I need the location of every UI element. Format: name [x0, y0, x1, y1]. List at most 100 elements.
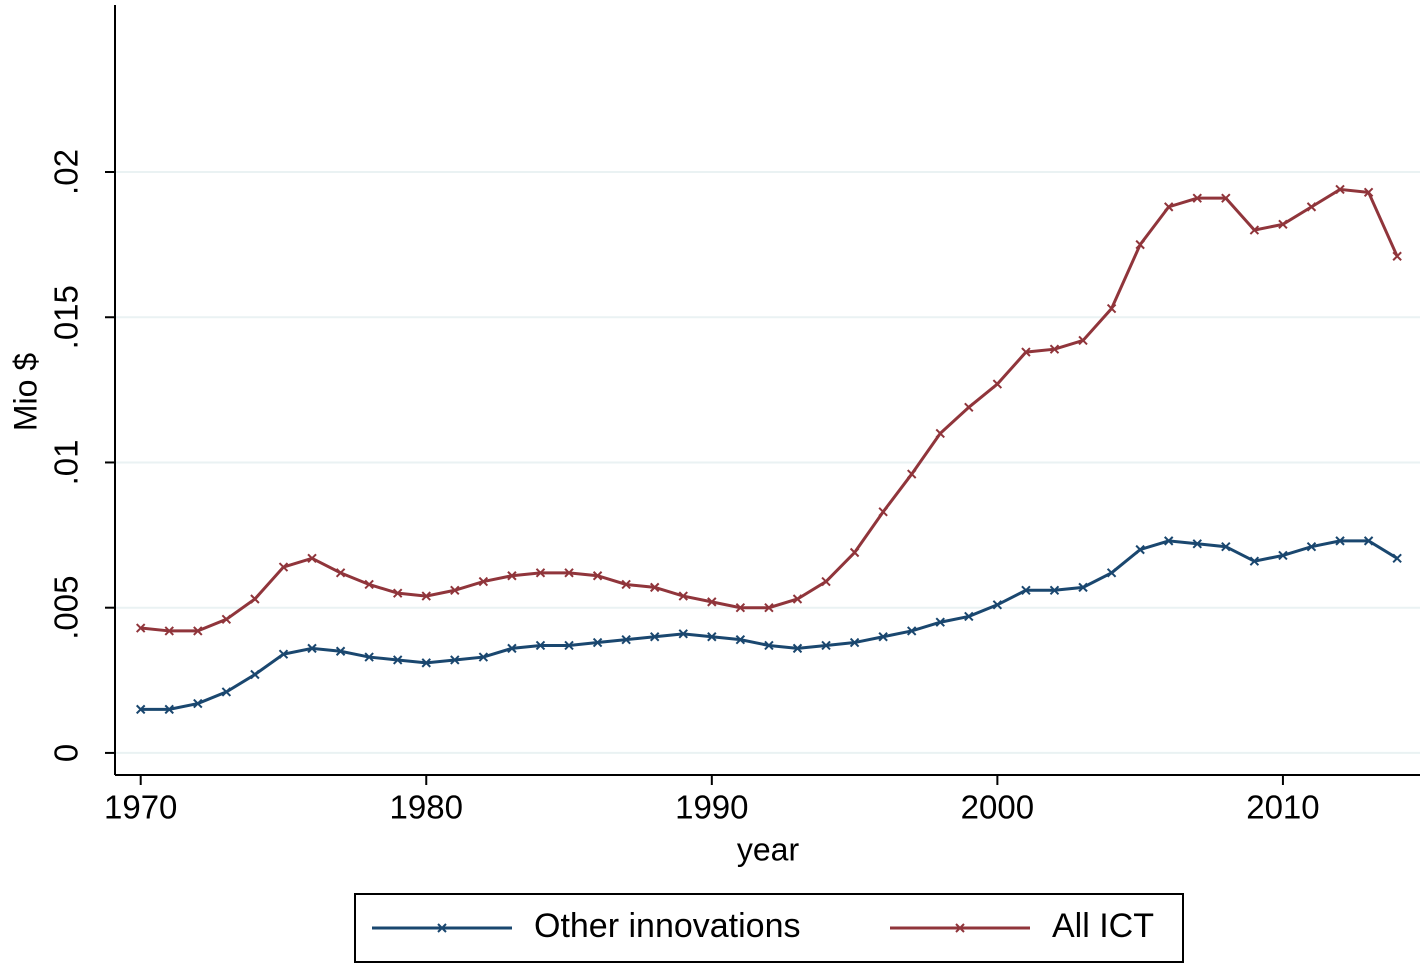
- legend-marker: [955, 923, 965, 933]
- point-marker: [1078, 582, 1088, 593]
- point-marker: [478, 576, 489, 587]
- point-marker: [792, 594, 803, 604]
- point-marker: [592, 637, 603, 648]
- point-marker: [164, 626, 174, 636]
- point-marker: [1221, 193, 1231, 203]
- point-marker: [221, 687, 232, 697]
- point-marker: [735, 634, 746, 645]
- point-marker: [621, 579, 631, 590]
- point-marker: [1306, 541, 1317, 552]
- point-marker: [735, 602, 746, 613]
- point-marker: [764, 602, 774, 613]
- point-marker: [1306, 202, 1317, 212]
- series-line: [140, 187, 1399, 633]
- point-marker: [1335, 536, 1345, 546]
- legend-marker: [437, 923, 447, 933]
- point-marker: [364, 652, 374, 662]
- point-marker: [307, 643, 317, 654]
- y-tick-label: .01: [48, 440, 85, 486]
- y-tick-label: .005: [48, 576, 85, 640]
- point-marker: [964, 402, 974, 412]
- point-marker: [621, 634, 631, 645]
- point-marker: [164, 704, 174, 715]
- point-marker: [1363, 187, 1374, 198]
- point-marker: [307, 553, 317, 564]
- point-marker: [906, 626, 917, 636]
- point-marker: [649, 632, 660, 642]
- point-marker: [450, 655, 460, 665]
- point-marker: [707, 632, 717, 642]
- point-marker: [507, 643, 517, 654]
- point-marker: [421, 658, 431, 668]
- point-marker: [1249, 225, 1260, 235]
- point-marker: [592, 571, 603, 581]
- point-marker: [792, 643, 803, 654]
- y-tick-label: 0: [48, 744, 85, 762]
- point-marker: [278, 562, 289, 572]
- point-marker: [1392, 251, 1402, 261]
- legend-label: Other innovations: [534, 907, 801, 945]
- point-marker: [1335, 184, 1345, 195]
- point-marker: [678, 629, 688, 639]
- point-marker: [1278, 219, 1288, 230]
- point-marker: [1278, 550, 1288, 561]
- point-marker: [1249, 556, 1260, 566]
- point-marker: [221, 614, 232, 625]
- point-marker: [564, 640, 574, 651]
- x-tick-label: 2000: [961, 789, 1034, 826]
- point-marker: [135, 704, 146, 715]
- x-tick-label: 1980: [390, 789, 463, 826]
- point-marker: [707, 597, 717, 607]
- point-marker: [849, 547, 860, 558]
- point-marker: [1164, 202, 1174, 212]
- x-tick-label: 2010: [1246, 789, 1319, 826]
- point-marker: [535, 568, 546, 578]
- point-marker: [1221, 541, 1231, 552]
- point-marker: [335, 568, 346, 578]
- point-marker: [935, 428, 945, 439]
- x-tick-label: 1970: [104, 789, 177, 826]
- point-marker: [678, 591, 688, 601]
- point-marker: [193, 698, 203, 709]
- point-marker: [1192, 539, 1202, 549]
- point-marker: [992, 600, 1003, 610]
- y-tick-label: .015: [48, 285, 85, 349]
- point-marker: [364, 579, 374, 590]
- point-marker: [564, 568, 574, 578]
- point-marker: [507, 571, 517, 581]
- point-marker: [392, 655, 403, 665]
- point-marker: [878, 507, 888, 517]
- point-marker: [1363, 536, 1374, 546]
- point-marker: [906, 469, 917, 479]
- point-marker: [1164, 536, 1174, 546]
- legend: Other innovations All ICT: [354, 893, 1184, 963]
- point-marker: [278, 649, 289, 659]
- point-marker: [1049, 585, 1060, 595]
- point-marker: [450, 585, 460, 595]
- point-marker: [849, 637, 860, 648]
- y-tick-label: .02: [48, 149, 85, 195]
- point-marker: [1078, 335, 1088, 346]
- point-marker: [964, 611, 974, 622]
- point-marker: [535, 640, 546, 651]
- point-marker: [821, 576, 831, 587]
- point-marker: [250, 669, 260, 680]
- y-axis-title: Mio $: [7, 353, 43, 431]
- point-marker: [1106, 568, 1117, 578]
- point-marker: [1021, 347, 1031, 357]
- point-marker: [935, 617, 945, 627]
- point-marker: [1135, 239, 1145, 250]
- point-marker: [193, 626, 203, 636]
- point-marker: [992, 379, 1003, 389]
- point-marker: [1135, 544, 1145, 555]
- point-marker: [764, 640, 774, 651]
- point-marker: [1049, 344, 1060, 354]
- point-marker: [1106, 303, 1117, 314]
- point-marker: [478, 652, 489, 662]
- point-marker: [335, 646, 346, 656]
- point-marker: [135, 623, 146, 633]
- point-marker: [1192, 193, 1202, 203]
- point-marker: [392, 588, 403, 598]
